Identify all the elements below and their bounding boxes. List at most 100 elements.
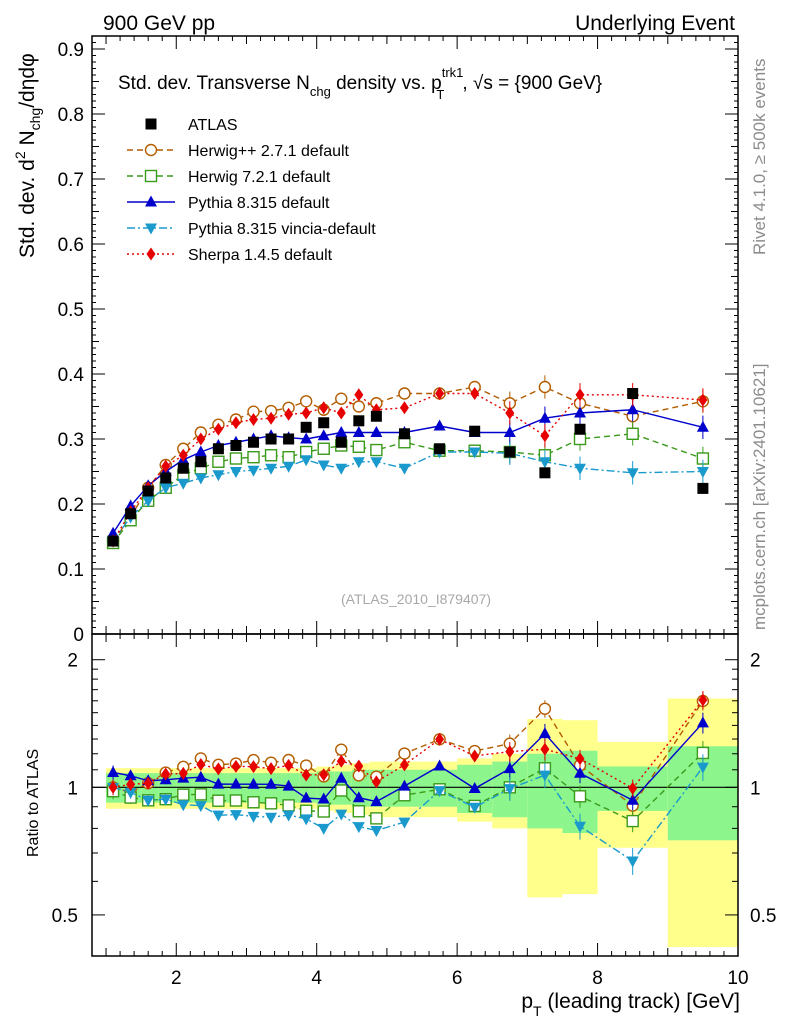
- analysis-watermark: (ATLAS_2010_I879407): [341, 591, 491, 607]
- pythia-8-315-default-main-point: [300, 432, 313, 444]
- pythia-8-315-vincia-default-main-point: [142, 496, 155, 508]
- ratio-y-tick-label-left: 1: [67, 778, 78, 799]
- atlas-data-point: [434, 443, 446, 455]
- pythia-8-315-default-ratio-point: [574, 766, 587, 778]
- legend: ATLAS Herwig++ 2.7.1 default Herwig 7.2.1 …: [127, 117, 376, 264]
- pythia-8-315-default-main-point: [696, 420, 709, 432]
- sherpa-1-4-5-default-ratio-point: [371, 775, 381, 789]
- sherpa-1-4-5-default-main-point: [470, 387, 480, 400]
- mcplots-reference-text: mcplots.cern.ch [arXiv:2401.10621]: [750, 364, 769, 630]
- herwig-7-2-1-default-main-point: [229, 452, 243, 465]
- pythia-8-315-default-main-point: [124, 499, 137, 511]
- sherpa-1-4-5-default-ratio-point: [196, 757, 206, 771]
- pythia-8-315-vincia-default-main-point: [194, 473, 207, 485]
- atlas-data-point: [318, 417, 330, 429]
- legend-marker: [145, 195, 157, 207]
- sherpa-1-4-5-default-main-point: [336, 406, 346, 420]
- atlas-data-point: [177, 462, 189, 474]
- pythia-8-315-default-ratio-point: [300, 791, 313, 803]
- main-y-tick-label: 0.3: [58, 430, 84, 451]
- herwig-7-2-1-default-ratio-point: [177, 788, 190, 801]
- sherpa-1-4-5-default-ratio-point: [178, 766, 188, 780]
- main-y-tick-label: 0: [73, 625, 84, 646]
- pythia-8-315-vincia-default-ratio-point: [370, 825, 383, 837]
- atlas-data-point: [125, 508, 137, 520]
- atlas-data-point: [142, 485, 154, 497]
- sherpa-1-4-5-default-main-point: [301, 406, 311, 420]
- x-tick-label: 2: [171, 968, 182, 989]
- plot-title: Std. dev. Transverse Nchg density vs. pt…: [118, 65, 602, 102]
- atlas-data-point: [230, 440, 242, 451]
- atlas-data-point: [574, 423, 586, 435]
- atlas-data-point: [335, 436, 347, 448]
- sherpa-1-4-5-default-main-point: [575, 388, 585, 402]
- sherpa-1-4-5-default-main-point: [399, 401, 409, 415]
- sherpa-1-4-5-default-ratio-point: [266, 762, 276, 776]
- pythia-8-315-vincia-default-ratio-point: [398, 817, 411, 829]
- pythia-8-315-default-main-point: [352, 426, 365, 437]
- pythia-8-315-vincia-default-ratio-point: [142, 795, 155, 807]
- legend-marker: [145, 223, 157, 235]
- sherpa-1-4-5-default-ratio-point: [470, 749, 480, 763]
- herwig-7-2-1-default-ratio-point: [194, 788, 208, 801]
- ratio-y-axis-label: Ratio to ATLAS: [25, 749, 42, 857]
- pythia-8-315-vincia-default-main-point: [538, 457, 551, 469]
- pythia-8-315-vincia-default-ratio-point: [317, 823, 330, 835]
- sherpa-1-4-5-default-main-line: [112, 392, 703, 542]
- sherpa-1-4-5-default-ratio-point: [108, 780, 118, 794]
- main-y-tick-label: 0.1: [58, 560, 84, 581]
- herwig-2-7-1-default-main-point: [398, 387, 411, 400]
- ratio-y-tick-label-left: 2: [67, 651, 78, 672]
- pythia-8-315-default-ratio-point: [212, 777, 225, 789]
- herwig-2-7-1-default-ratio-point: [538, 702, 552, 715]
- herwig-7-2-1-default-ratio-point: [370, 812, 383, 825]
- sherpa-1-4-5-default-main-point: [505, 406, 515, 420]
- main-y-tick-label: 0.4: [58, 365, 85, 386]
- legend-marker: [144, 169, 158, 183]
- pythia-8-315-vincia-default-ratio-point: [177, 800, 190, 812]
- sherpa-1-4-5-default-main-point: [249, 413, 258, 426]
- pythia-8-315-vincia-default-ratio-point: [159, 794, 172, 806]
- sherpa-1-4-5-default-ratio-point: [301, 768, 311, 782]
- legend-marker: [145, 118, 157, 130]
- series-layer: [92, 375, 738, 875]
- herwig-7-2-1-default-ratio-point: [264, 797, 278, 810]
- pythia-8-315-default-main-point: [433, 419, 446, 431]
- pythia-8-315-default-ratio-point: [538, 727, 551, 739]
- pythia-8-315-default-main-point: [503, 426, 516, 437]
- sherpa-1-4-5-default-main-point: [161, 459, 171, 473]
- ratio-y-tick-label-right: 2: [750, 651, 761, 672]
- pythia-8-315-default-ratio-point: [194, 770, 207, 782]
- legend-label: Pythia 8.315 default: [188, 195, 330, 212]
- sherpa-1-4-5-default-main-point: [178, 448, 188, 462]
- pythia-8-315-vincia-default-main-point: [468, 447, 481, 459]
- pythia-8-315-default-main-point: [370, 426, 383, 437]
- pythia-8-315-default-ratio-point: [370, 795, 383, 807]
- pythia-8-315-default-main-point: [538, 411, 551, 423]
- x-axis-label: pT (leading track) [GeV]: [521, 990, 740, 1019]
- pythia-8-315-default-main-point: [626, 403, 639, 415]
- ratio-uncertainty-bands: [106, 698, 738, 948]
- pythia-8-315-vincia-default-ratio-point: [538, 770, 551, 782]
- sherpa-1-4-5-default-main-point: [213, 422, 223, 436]
- herwig-2-7-1-default-ratio-point: [398, 747, 411, 760]
- pythia-8-315-vincia-default-main-point: [212, 470, 225, 482]
- pythia-8-315-vincia-default-main-point: [159, 483, 172, 495]
- atlas-data-point: [627, 388, 639, 399]
- pythia-8-315-default-main-point: [194, 445, 207, 457]
- pythia-8-315-default-ratio-point: [503, 762, 516, 774]
- pythia-8-315-vincia-default-main-point: [696, 467, 709, 478]
- atlas-data-point: [469, 425, 481, 437]
- sherpa-1-4-5-default-ratio-point: [575, 752, 585, 766]
- main-y-tick-label: 0.7: [58, 170, 84, 191]
- pythia-8-315-vincia-default-ratio-point: [468, 802, 481, 814]
- pythia-8-315-vincia-default-main-point: [398, 463, 411, 475]
- header-right: Underlying Event: [575, 12, 735, 35]
- x-tick-label: 6: [452, 968, 463, 989]
- pythia-8-315-vincia-default-ratio-point: [212, 810, 225, 822]
- herwig-7-2-1-default-main-point: [352, 440, 366, 453]
- herwig-7-2-1-default-ratio-point: [317, 805, 330, 818]
- sherpa-1-4-5-default-main-point: [319, 401, 329, 415]
- main-y-tick-label: 0.6: [58, 235, 84, 256]
- atlas-data-point: [504, 446, 516, 458]
